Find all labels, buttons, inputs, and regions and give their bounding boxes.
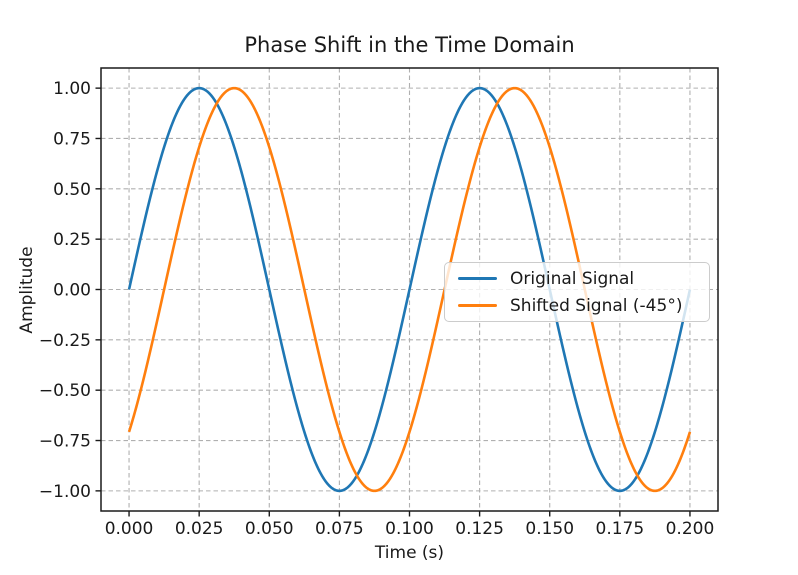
chart-title: Phase Shift in the Time Domain (244, 33, 575, 57)
y-tick-label: −0.25 (39, 331, 91, 351)
x-tick-label: 0.125 (455, 519, 504, 539)
x-tick-label: 0.075 (315, 519, 364, 539)
y-tick-label: 0.00 (53, 281, 91, 301)
x-tick-label: 0.200 (666, 519, 715, 539)
y-tick-label: 0.25 (53, 230, 91, 250)
x-tick-label: 0.050 (245, 519, 294, 539)
x-tick-label: 0.000 (105, 519, 154, 539)
legend-line-sample-shifted (458, 304, 497, 307)
x-tick-label: 0.025 (175, 519, 224, 539)
legend-label-shifted: Shifted Signal (-45°) (510, 295, 683, 316)
x-tick-label: 0.150 (525, 519, 574, 539)
x-tick-label: 0.100 (385, 519, 434, 539)
y-axis-label: Amplitude (17, 246, 37, 334)
legend-entry-shifted: Shifted Signal (-45°) (445, 295, 709, 317)
y-tick-label: −1.00 (39, 482, 91, 502)
axes-frame (100, 67, 719, 512)
x-axis-label: Time (s) (374, 543, 445, 563)
y-tick-label: −0.75 (39, 432, 91, 452)
series-curve-0 (127, 86, 692, 493)
y-tick-label: 0.50 (53, 180, 91, 200)
y-tick-label: 0.75 (53, 129, 91, 149)
legend-entry-original: Original Signal (445, 268, 709, 290)
legend: Original Signal Shifted Signal (-45°) (444, 262, 710, 322)
y-tick-label: −0.50 (39, 381, 91, 401)
x-tick-label: 0.175 (596, 519, 645, 539)
series-curve-1 (127, 86, 692, 493)
y-tick-label: 1.00 (53, 79, 91, 99)
legend-label-original: Original Signal (510, 268, 635, 289)
legend-line-sample-original (458, 277, 497, 280)
